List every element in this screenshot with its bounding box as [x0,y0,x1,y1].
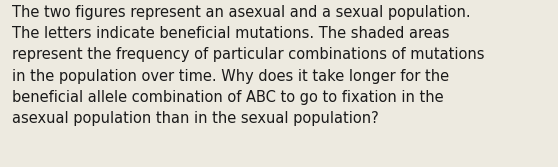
Text: The two figures represent an asexual and a sexual population.
The letters indica: The two figures represent an asexual and… [12,5,485,126]
